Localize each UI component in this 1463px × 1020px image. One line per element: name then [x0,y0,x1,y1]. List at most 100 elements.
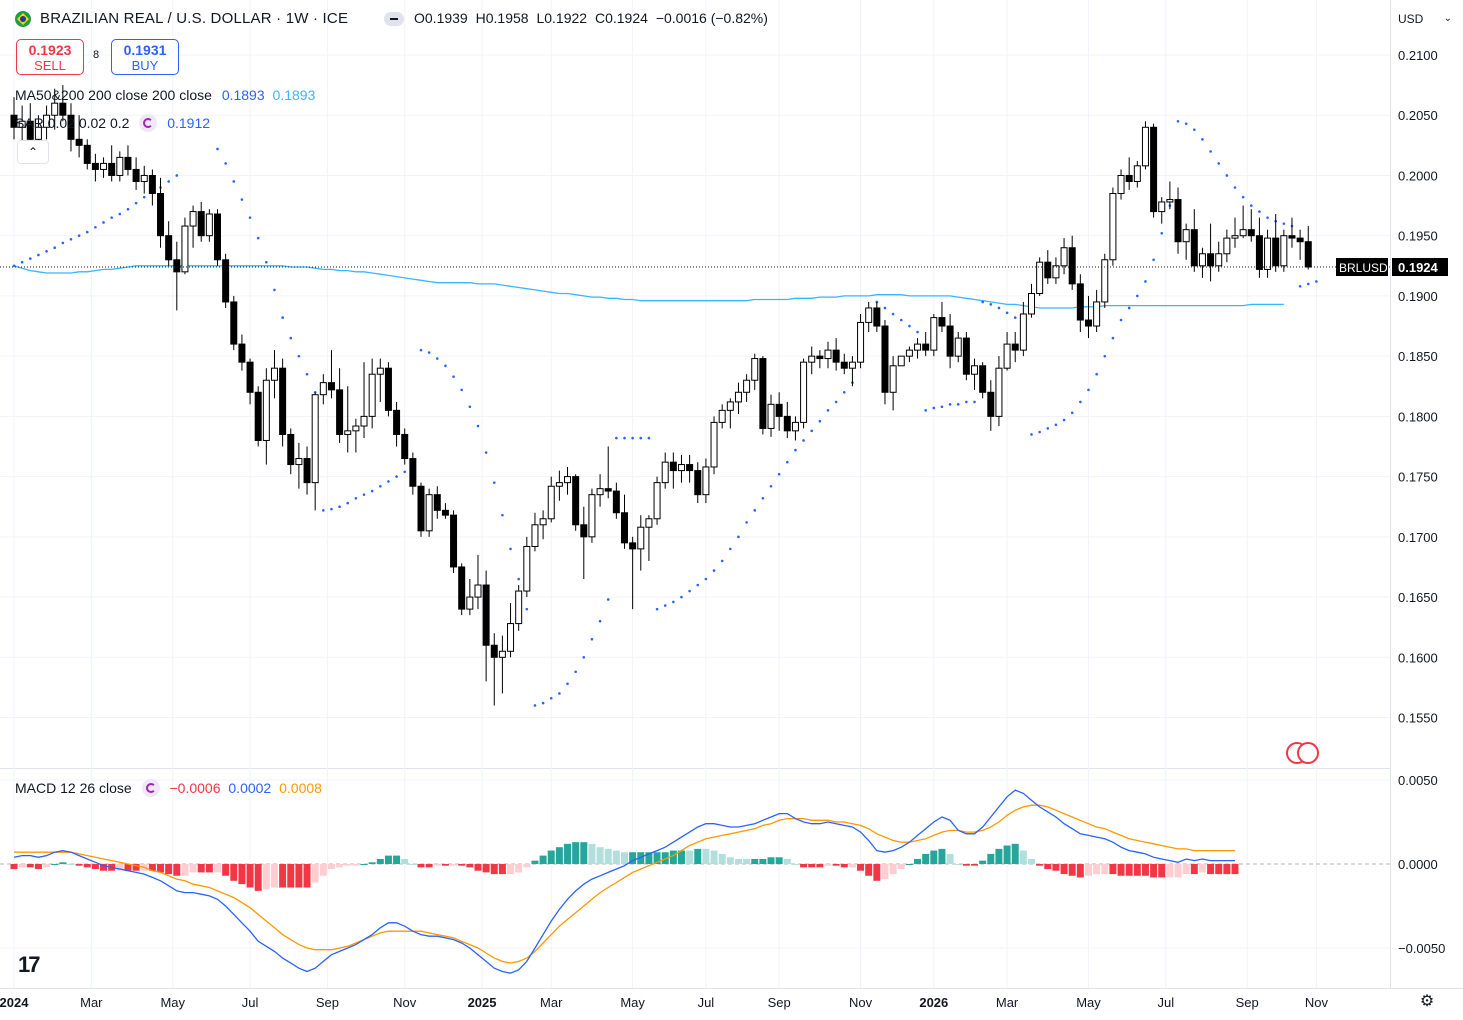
sell-price: 0.1923 [28,42,72,58]
hide-icon[interactable] [384,12,404,26]
sar-dot [77,234,81,237]
sar-dot [1233,186,1237,189]
macd-histogram-bar [718,853,726,864]
macd-histogram-bar [775,857,783,864]
candle-body [458,566,466,610]
sar-dot [647,436,651,440]
candle-body [1052,265,1060,279]
candle-body [759,358,767,429]
sell-button[interactable]: 0.1923 SELL [16,39,84,75]
sar-dot [924,409,927,412]
macd-histogram-bar [995,848,1003,864]
candle-body [808,355,816,363]
candle-body [1044,261,1052,279]
sar-dot [330,507,333,511]
sar-dot [69,238,73,241]
candle-body [1028,293,1035,315]
candle-body [1011,343,1019,351]
sar-dot [1144,280,1147,283]
macd-histogram-bar [873,864,881,881]
candle-body [962,337,970,375]
macd-histogram-bar [596,847,604,864]
gear-icon[interactable]: ⚙ [1419,993,1435,1010]
spread-value: 8 [93,49,100,61]
sar-dot [753,509,757,512]
ma-legend[interactable]: MA50&200 200 close 200 close 0.1893 0.18… [15,87,316,103]
currency-select[interactable]: USD ⌄ [1398,8,1456,30]
macd-histogram-bar [783,858,791,864]
candle-body [246,361,254,393]
sar-dot [346,501,350,505]
candle-body [824,349,832,360]
macd-histogram-bar [1198,864,1206,873]
refresh-icon[interactable] [141,779,160,797]
sar-dot [1184,122,1188,125]
candle-body [1109,193,1117,261]
sar-dot [598,619,602,623]
macd-histogram-bar [214,864,221,873]
sar-value: 0.1912 [167,115,211,131]
candle-body [474,584,482,598]
macd-histogram-bar [580,842,588,864]
candle-body [775,403,783,417]
macd-histogram-bar [743,858,751,864]
macd-histogram-bar [791,864,799,865]
sar-legend[interactable]: SAR 0.02 0.02 0.2 0.1912 [15,114,211,132]
candle-body [376,367,384,375]
sar-dot [484,451,488,454]
candle-body [971,365,979,375]
macd-histogram-bar [523,864,531,868]
candle-body [848,361,856,369]
refresh-icon[interactable] [139,114,158,132]
candle-body [1141,126,1149,167]
macd-histogram-bar [116,864,124,871]
candle-body [588,494,596,538]
buy-button[interactable]: 0.1931 BUY [111,39,179,75]
sar-dot [899,318,903,322]
candle-body [441,509,449,516]
macd-line [13,789,1235,974]
macd-histogram-bar [914,858,922,864]
sar-dot [1038,430,1041,434]
macd-histogram-bar [319,864,327,876]
candle-body [368,373,376,417]
candle-body [222,259,230,303]
candle-body [686,464,694,472]
symbol-title[interactable]: BRAZILIAN REAL / U.S. DOLLAR · 1W · ICE [40,10,349,27]
candle-body [995,367,1003,417]
sar-dot [1306,282,1310,286]
candle-body [1036,261,1044,295]
sar-dot [891,312,895,316]
candle-body [1288,235,1296,239]
sar-dot [729,547,732,551]
sar-dot [435,357,439,360]
macd-legend[interactable]: MACD 12 26 close −0.0006 0.0002 0.0008 [15,779,322,797]
last-price-tag [1392,258,1448,277]
candle-body [800,361,808,423]
candle-body [262,379,270,441]
macd-histogram-bar [1190,864,1198,875]
sar-dot [663,604,667,607]
macd-histogram-bar [604,848,612,864]
sar-dot [1249,204,1253,207]
candle-body [1003,343,1011,369]
candle-body [946,325,954,357]
price-tick-label: 0.1950 [1398,229,1438,244]
sar-dot [1070,411,1074,415]
candle-body [482,584,490,646]
sar-dot [110,216,113,219]
candle-body [1101,259,1109,303]
sar-dot [142,195,146,199]
macd-signal-value: 0.0008 [279,780,322,796]
macd-histogram-bar [547,850,555,864]
sar-dot [1225,174,1229,177]
macd-histogram-bar [43,864,51,868]
candle-body [539,518,547,526]
candle-body [832,349,840,363]
candle-body [214,213,221,261]
sar-dot [956,403,960,406]
sar-dot [712,569,716,572]
tradingview-logo[interactable]: 17 [18,952,41,977]
collapse-legend-button[interactable]: ⌃ [17,140,49,164]
